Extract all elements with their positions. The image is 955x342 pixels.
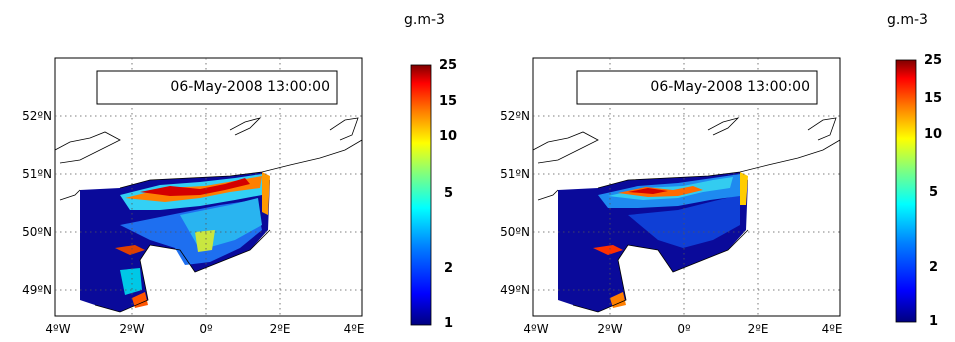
colorbar-tick: 25 xyxy=(439,58,458,73)
timestamp-label: 06-May-2008 13:00:00 xyxy=(170,79,330,95)
coastline xyxy=(54,117,363,313)
lat-tick: 50ºN xyxy=(500,225,530,239)
map-panel-left: g.m-3 06-May-2008 13:00:00 52ºN 51ºN 50º… xyxy=(0,0,477,342)
lon-tick: 4ºE xyxy=(821,322,843,336)
lon-tick: 2ºW xyxy=(119,322,145,336)
lat-tick: 49ºN xyxy=(500,283,530,297)
lon-tick: 2ºW xyxy=(597,322,623,336)
lat-tick: 51ºN xyxy=(22,167,52,181)
unit-label: g.m-3 xyxy=(404,12,445,28)
timestamp-label: 06-May-2008 13:00:00 xyxy=(650,79,810,95)
unit-label: g.m-3 xyxy=(887,12,928,28)
colorbar-tick: 5 xyxy=(444,186,454,201)
colorbar-tick: 5 xyxy=(929,185,939,200)
colorbar-tick: 10 xyxy=(439,129,458,144)
colorbar xyxy=(895,59,917,323)
colorbar-tick: 1 xyxy=(929,314,939,329)
coastline xyxy=(532,117,841,313)
timestamp-box xyxy=(96,70,338,105)
sediment-field-right xyxy=(558,172,748,312)
map-frame xyxy=(532,57,841,317)
lat-tick: 49ºN xyxy=(22,283,52,297)
lat-tick: 52ºN xyxy=(500,109,530,123)
colorbar-tick: 2 xyxy=(444,261,454,276)
colorbar-tick: 10 xyxy=(924,127,943,142)
graticule xyxy=(533,58,840,316)
lon-tick: 4ºW xyxy=(45,322,71,336)
map-panel-right: g.m-3 06-May-2008 13:00:00 52ºN 51ºN 50º… xyxy=(478,0,955,342)
lon-tick: 0º xyxy=(677,322,691,336)
lon-tick: 4ºW xyxy=(523,322,549,336)
lon-tick: 0º xyxy=(199,322,213,336)
timestamp-box xyxy=(576,70,818,105)
colorbar-tick: 2 xyxy=(929,260,939,275)
colorbar-tick: 15 xyxy=(439,94,458,109)
colorbar xyxy=(410,64,432,326)
lat-tick: 51ºN xyxy=(500,167,530,181)
colorbar-tick: 25 xyxy=(924,53,943,68)
colorbar-tick: 1 xyxy=(444,316,454,331)
map-canvas-left xyxy=(54,57,432,326)
graticule xyxy=(55,58,362,316)
lon-tick: 4ºE xyxy=(343,322,365,336)
colorbar-tick: 15 xyxy=(924,91,943,106)
lat-tick: 52ºN xyxy=(22,109,52,123)
lon-tick: 2ºE xyxy=(747,322,769,336)
map-frame xyxy=(54,57,363,317)
sediment-field-left xyxy=(80,172,270,312)
lat-tick: 50ºN xyxy=(22,225,52,239)
map-canvas-right xyxy=(532,57,917,323)
lon-tick: 2ºE xyxy=(269,322,291,336)
